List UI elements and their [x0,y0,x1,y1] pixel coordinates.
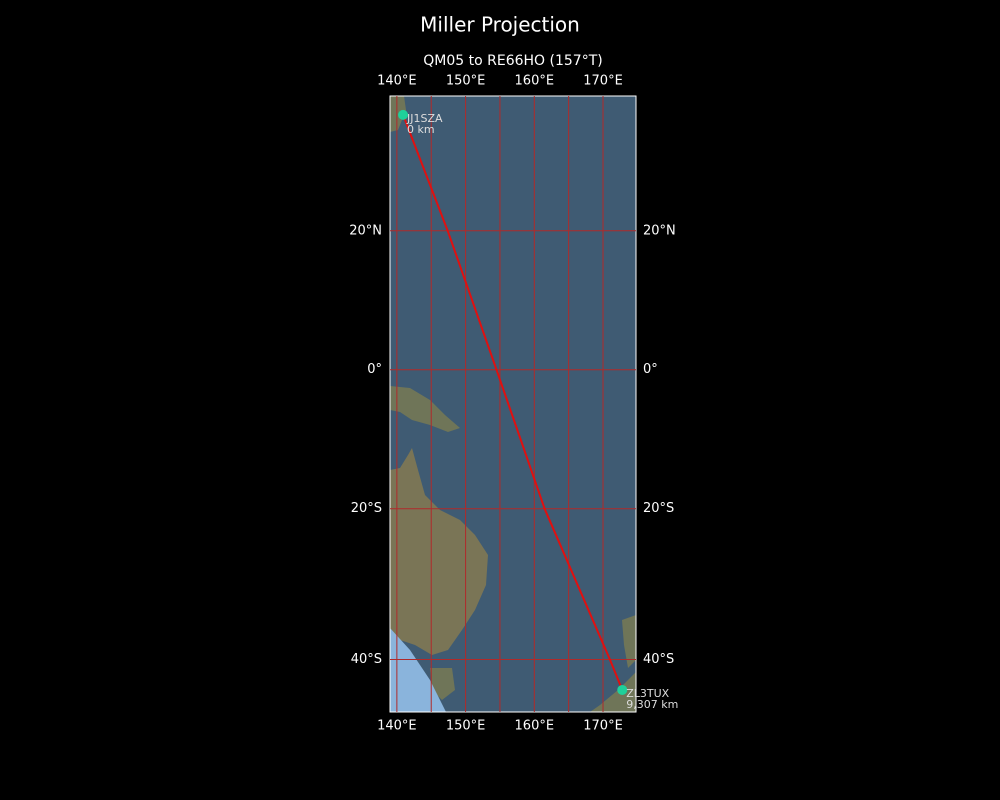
x-tick-label: 140°E [377,74,417,89]
y-tick-label: 0° [643,362,658,377]
land-nz-north [622,615,636,668]
chart-subtitle: QM05 to RE66HO (157°T) [423,53,602,69]
land-japan [390,96,406,132]
y-tick-label: 20°S [351,501,382,516]
station-distance: 9,307 km [626,698,678,711]
land-new-guinea [390,386,460,432]
land-nz-south [590,672,636,712]
map-background [390,96,636,712]
x-tick-label: 160°E [515,74,555,89]
station-distance: 0 km [407,123,435,136]
outside-region [390,628,446,712]
land-tasmania [430,668,455,700]
y-tick-label: 20°S [643,501,674,516]
route-line [402,114,624,691]
station-name: JJ1SZA [406,112,443,125]
y-tick-label: 0° [367,362,382,377]
y-tick-label: 40°S [351,652,382,667]
station-marker [398,109,409,120]
y-tick-label: 20°N [643,223,676,238]
x-tick-label: 160°E [515,719,555,734]
x-tick-label: 170°E [583,719,623,734]
station-name: ZL3TUX [626,687,669,700]
x-tick-label: 150°E [446,74,486,89]
x-tick-label: 150°E [446,719,486,734]
y-tick-label: 40°S [643,652,674,667]
station-marker [617,684,628,695]
chart-title: Miller Projection [420,13,580,37]
x-tick-label: 140°E [377,719,417,734]
x-tick-label: 170°E [583,74,623,89]
map-layer [390,96,636,712]
map-frame [389,95,637,713]
y-tick-label: 20°N [349,223,382,238]
land-australia [390,448,488,655]
